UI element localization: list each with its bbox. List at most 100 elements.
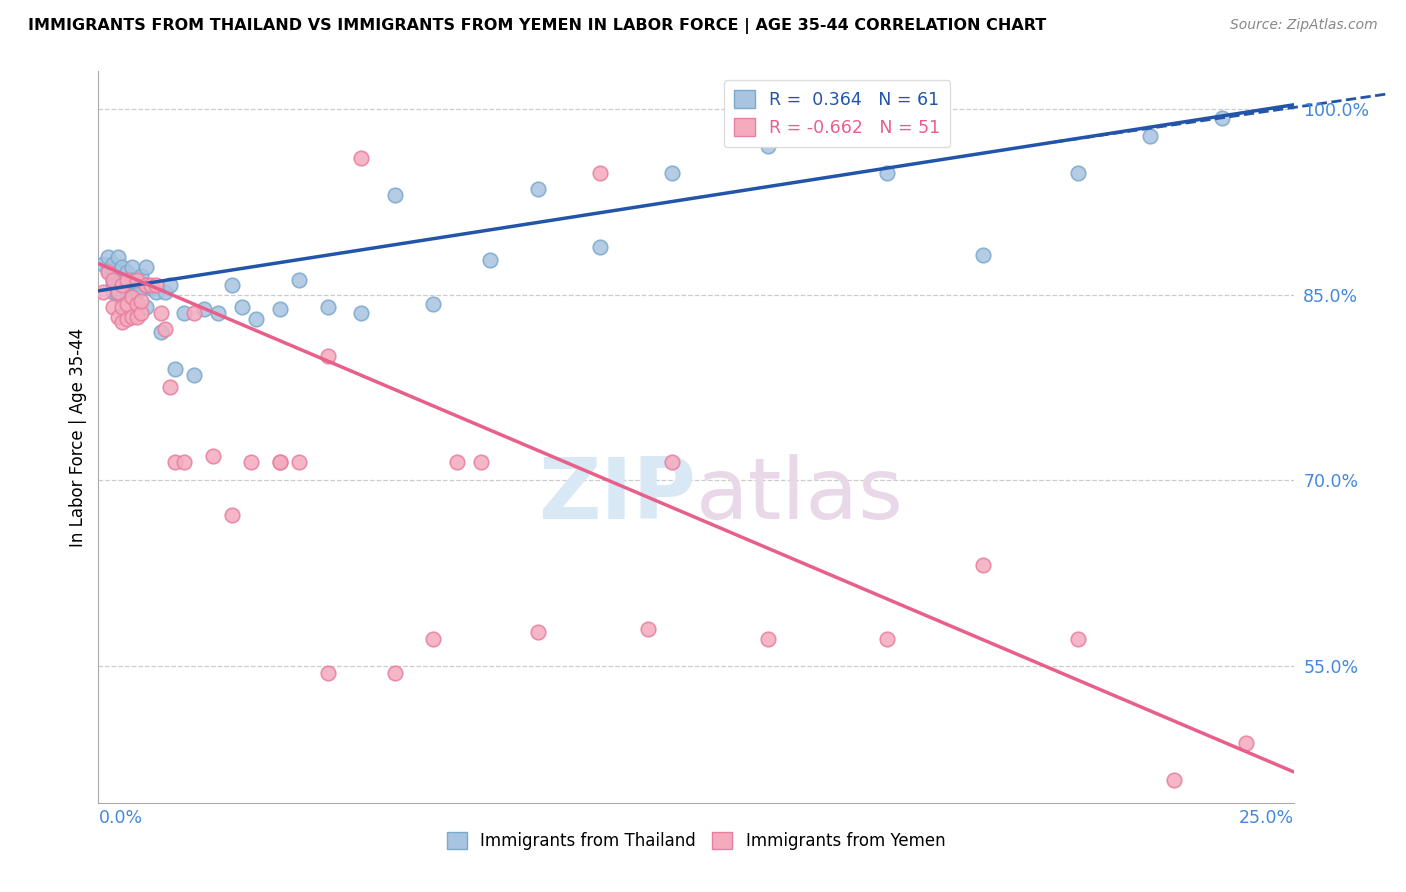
Point — [131, 268, 153, 283]
Point — [121, 290, 143, 304]
Point — [149, 306, 172, 320]
Point — [470, 455, 492, 469]
Point — [107, 277, 129, 292]
Point — [637, 622, 659, 636]
Point — [756, 632, 779, 647]
Point — [111, 272, 134, 286]
Point — [139, 277, 162, 292]
Point — [101, 256, 124, 270]
Point — [97, 265, 120, 279]
Text: 0.0%: 0.0% — [98, 809, 142, 827]
Point — [269, 302, 291, 317]
Point — [115, 312, 138, 326]
Point — [155, 285, 177, 299]
Point — [159, 380, 181, 394]
Point — [1211, 112, 1233, 126]
Point — [121, 281, 143, 295]
Point — [111, 300, 134, 314]
Point — [131, 293, 153, 308]
Point — [111, 315, 134, 329]
Point — [145, 277, 167, 292]
Point — [202, 449, 225, 463]
Point — [661, 455, 683, 469]
Point — [173, 306, 195, 320]
Point — [107, 250, 129, 264]
Point — [101, 300, 124, 314]
Point — [221, 277, 243, 292]
Point — [125, 275, 148, 289]
Point — [101, 272, 124, 286]
Point — [111, 281, 134, 295]
Point — [115, 297, 138, 311]
Point — [589, 240, 612, 254]
Point — [155, 322, 177, 336]
Point — [159, 277, 181, 292]
Point — [97, 262, 120, 277]
Point — [131, 306, 153, 320]
Point — [125, 277, 148, 292]
Point — [111, 277, 134, 292]
Point — [115, 285, 138, 299]
Point — [135, 300, 157, 314]
Point — [139, 281, 162, 295]
Point — [269, 455, 291, 469]
Point — [1067, 632, 1090, 647]
Point — [1067, 166, 1090, 180]
Point — [1139, 128, 1161, 143]
Point — [115, 272, 138, 286]
Point — [149, 325, 172, 339]
Point — [115, 277, 138, 292]
Point — [661, 166, 683, 180]
Point — [101, 262, 124, 277]
Point — [91, 256, 114, 270]
Point — [111, 260, 134, 275]
Point — [316, 300, 339, 314]
Text: Source: ZipAtlas.com: Source: ZipAtlas.com — [1230, 18, 1378, 32]
Point — [1234, 736, 1257, 750]
Point — [288, 272, 311, 286]
Point — [876, 166, 898, 180]
Point — [479, 252, 502, 267]
Point — [422, 297, 444, 311]
Point — [121, 290, 143, 304]
Point — [125, 285, 148, 299]
Point — [756, 138, 779, 153]
Point — [91, 285, 114, 299]
Point — [107, 310, 129, 324]
Point — [972, 248, 994, 262]
Point — [107, 285, 129, 299]
Point — [111, 277, 134, 292]
Point — [125, 297, 148, 311]
Text: ZIP: ZIP — [538, 454, 696, 537]
Point — [221, 508, 243, 523]
Point — [589, 166, 612, 180]
Point — [384, 188, 406, 202]
Point — [163, 455, 186, 469]
Point — [121, 310, 143, 324]
Point — [527, 624, 550, 639]
Point — [316, 350, 339, 364]
Point — [135, 260, 157, 275]
Point — [163, 362, 186, 376]
Y-axis label: In Labor Force | Age 35-44: In Labor Force | Age 35-44 — [69, 327, 87, 547]
Point — [422, 632, 444, 647]
Point — [107, 287, 129, 301]
Point — [193, 302, 215, 317]
Point — [384, 665, 406, 680]
Text: atlas: atlas — [696, 454, 904, 537]
Point — [240, 455, 263, 469]
Point — [269, 455, 291, 469]
Point — [231, 300, 253, 314]
Point — [125, 310, 148, 324]
Point — [288, 455, 311, 469]
Point — [135, 277, 157, 292]
Point — [183, 306, 205, 320]
Point — [173, 455, 195, 469]
Point — [350, 306, 373, 320]
Point — [245, 312, 267, 326]
Point — [131, 281, 153, 295]
Point — [1163, 773, 1185, 788]
Point — [207, 306, 229, 320]
Point — [183, 368, 205, 383]
Point — [101, 272, 124, 286]
